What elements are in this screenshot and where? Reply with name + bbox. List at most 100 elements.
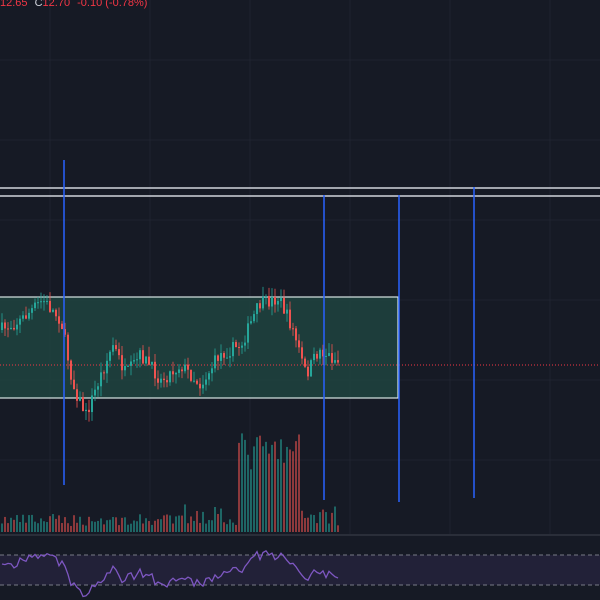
- volume-bar: [256, 437, 258, 532]
- candle-body: [49, 300, 51, 312]
- volume-bar: [28, 515, 30, 532]
- volume-bar: [118, 525, 120, 532]
- candle-body: [94, 389, 96, 396]
- candle-body: [256, 303, 258, 315]
- candle-body: [142, 350, 144, 364]
- volume-bar: [91, 521, 93, 532]
- volume-bar: [310, 514, 312, 532]
- candle-body: [280, 297, 282, 302]
- volume-bar: [241, 433, 243, 532]
- volume-bar: [193, 520, 195, 532]
- volume-bar: [157, 519, 159, 532]
- volume-bar: [238, 442, 240, 532]
- candle-body: [16, 324, 18, 330]
- volume-bar: [226, 524, 228, 532]
- volume-bar: [139, 514, 141, 532]
- candle-body: [166, 380, 168, 383]
- volume-bar: [61, 523, 63, 532]
- volume-bar: [115, 517, 117, 532]
- volume-bar: [190, 516, 192, 532]
- volume-bar: [181, 515, 183, 532]
- candle-body: [265, 296, 267, 298]
- volume-bar: [223, 522, 225, 532]
- volume-bar: [40, 518, 42, 532]
- range-box: [0, 296, 399, 399]
- candle-body: [292, 328, 294, 330]
- volume-bar: [331, 512, 333, 532]
- volume-bar: [202, 511, 204, 532]
- candle-body: [28, 312, 30, 319]
- candle-body: [160, 378, 162, 383]
- volume-bar: [55, 518, 57, 532]
- candle-body: [115, 345, 117, 350]
- volume-bar: [277, 459, 279, 532]
- candle-body: [76, 389, 78, 401]
- volume-bar: [67, 523, 69, 532]
- candle-body: [175, 372, 177, 375]
- candle-body: [55, 309, 57, 317]
- volume-bar: [109, 519, 111, 532]
- candle-body: [139, 350, 141, 360]
- volume-bar: [328, 523, 330, 532]
- volume-bar: [82, 524, 84, 532]
- rsi-line: [1, 549, 339, 598]
- volume-bar: [142, 523, 144, 532]
- volume-bar: [1, 523, 3, 532]
- candle-body: [283, 297, 285, 314]
- volume-bar: [220, 508, 222, 532]
- volume-bar: [103, 524, 105, 532]
- candle-body: [82, 397, 84, 412]
- candle-body: [52, 309, 54, 312]
- candle-body: [232, 342, 234, 357]
- volume-bar: [172, 523, 174, 532]
- volume-bar: [16, 515, 18, 532]
- volume-bar: [124, 517, 126, 532]
- candle-body: [262, 296, 264, 309]
- candle-body: [79, 397, 81, 401]
- candle-body: [124, 366, 126, 371]
- volume-bar: [34, 521, 36, 532]
- candle-body: [4, 322, 6, 329]
- candle-body: [334, 360, 336, 363]
- candle-body: [67, 334, 69, 361]
- volume-bar: [52, 514, 54, 532]
- candle-body: [199, 383, 201, 389]
- candle-body: [121, 355, 123, 371]
- volume-bar: [13, 519, 15, 532]
- candle-body: [136, 359, 138, 361]
- volume-bar: [196, 510, 198, 532]
- volume-bar: [64, 517, 66, 532]
- candle-body: [277, 301, 279, 305]
- volume-bar: [229, 519, 231, 532]
- volume-bar: [205, 523, 207, 532]
- candle-body: [253, 314, 255, 322]
- volume-bar: [58, 515, 60, 532]
- volume-bar: [175, 516, 177, 532]
- volume-bar: [94, 521, 96, 532]
- candle-body: [103, 372, 105, 374]
- candle-body: [268, 296, 270, 307]
- candle-body: [88, 409, 90, 413]
- candle-body: [172, 371, 174, 375]
- candle-body: [58, 316, 60, 324]
- candle-body: [109, 351, 111, 361]
- candle-body: [271, 296, 273, 307]
- candle-body: [337, 360, 339, 363]
- volume-bar: [88, 516, 90, 532]
- close-value: 12.70: [42, 0, 71, 9]
- candle-body: [40, 301, 42, 303]
- volume-bar: [184, 504, 186, 532]
- candle-body: [7, 328, 9, 330]
- volume-bar: [250, 469, 252, 532]
- candle-body: [286, 309, 288, 314]
- candle-body: [331, 353, 333, 363]
- candle-body: [19, 318, 21, 325]
- volume-bar: [97, 520, 99, 532]
- candle-body: [205, 379, 207, 385]
- volume-bar: [121, 517, 123, 532]
- candle-body: [46, 300, 48, 302]
- volume-bar: [253, 446, 255, 532]
- volume-bar: [76, 522, 78, 532]
- candle-body: [289, 309, 291, 329]
- candle-body: [154, 361, 156, 379]
